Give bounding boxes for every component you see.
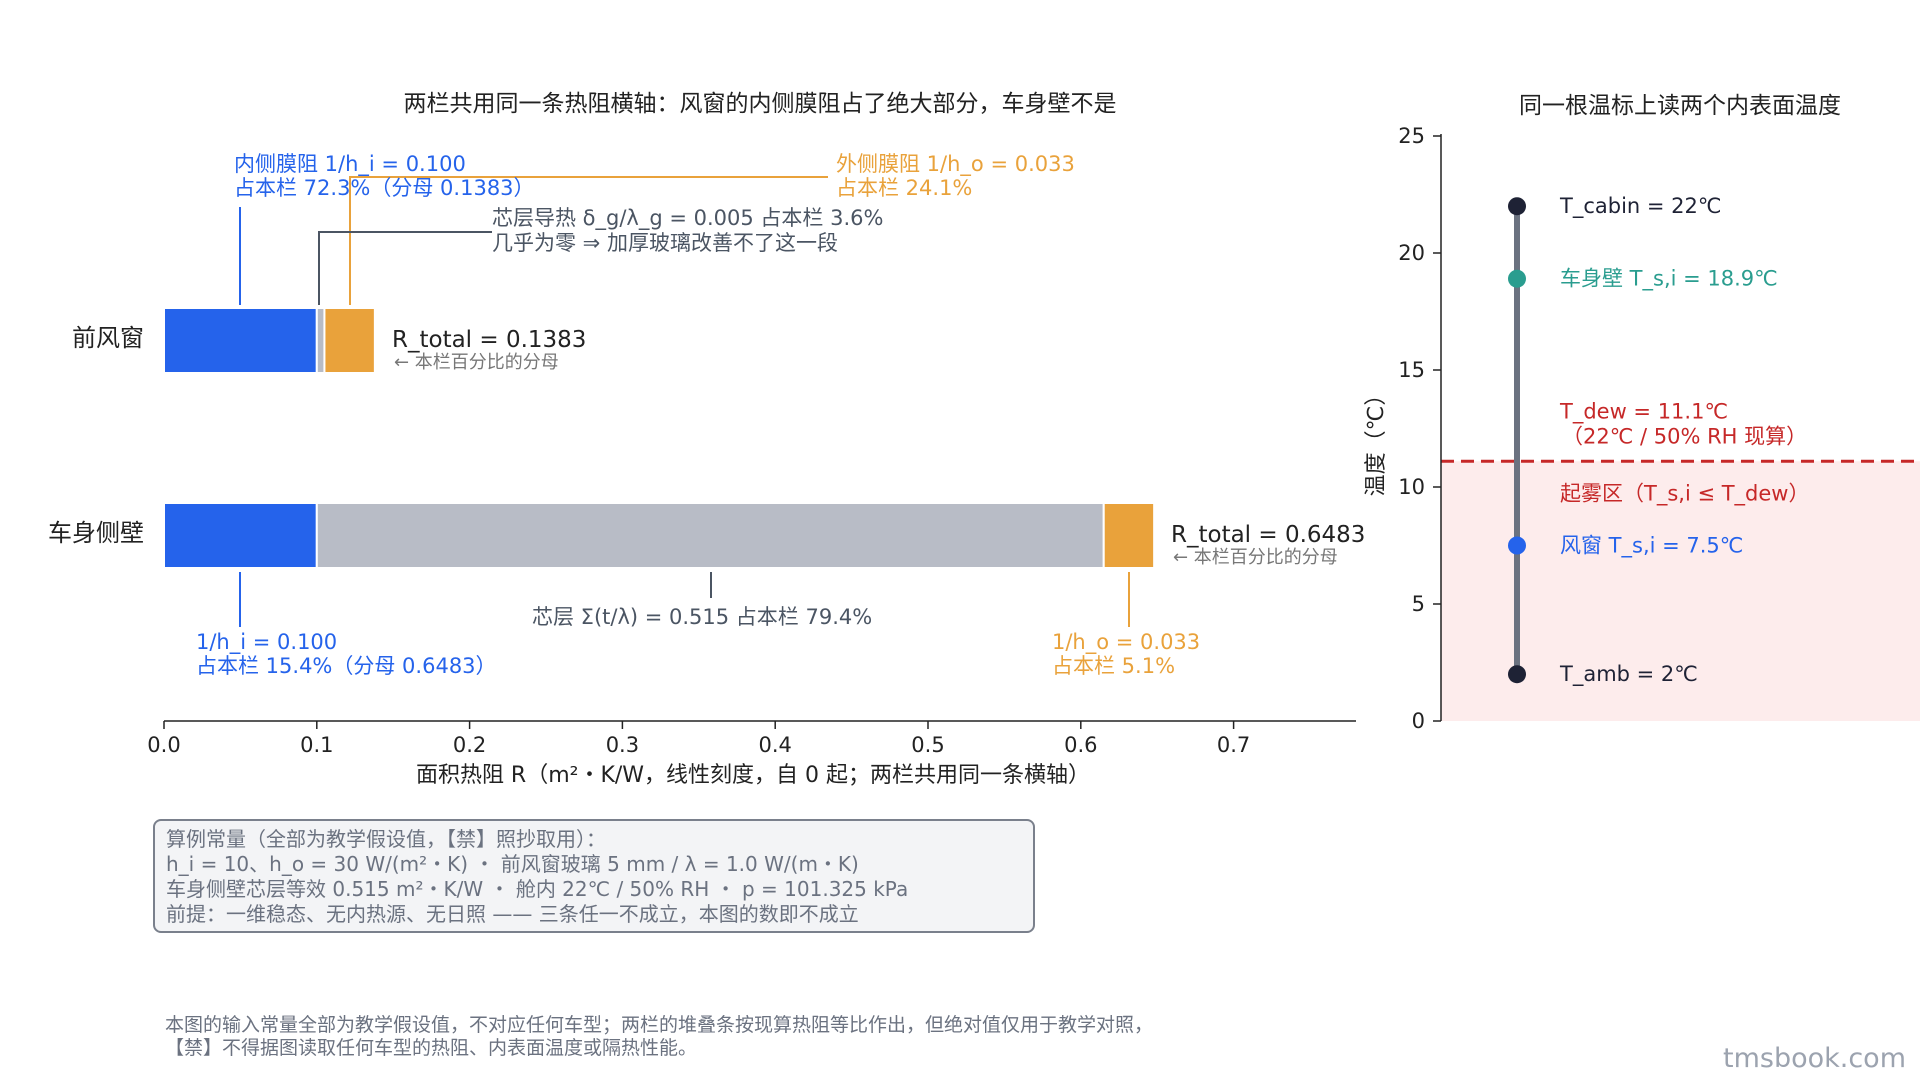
- footnote: 本图的输入常量全部为教学假设值，不对应任何车型；两栏的堆叠条按现算热阻等比作出，…: [165, 1014, 1153, 1060]
- y-tick-label: 10: [1398, 475, 1425, 499]
- annotation-wall-core: 芯层 Σ(t/λ) = 0.515 占本栏 79.4%: [532, 605, 872, 629]
- y-tick-label: 5: [1412, 592, 1425, 616]
- bar-segment-core: [315, 307, 326, 374]
- left-chart-title: 两栏共用同一条热阻横轴：风窗的内侧膜阻占了绝大部分，车身壁不是: [404, 91, 1117, 117]
- category-label-body-wall: 车身侧壁: [48, 519, 144, 547]
- annotation-windshield-core-1: 芯层导热 δ_g/λ_g = 0.005 占本栏 3.6%: [492, 206, 883, 231]
- annotation-windshield-core-2: 几乎为零 ⇒ 加厚玻璃改善不了这一段: [492, 231, 838, 255]
- temperature-point-label: 车身壁 T_s,i = 18.9℃: [1560, 267, 1778, 292]
- bar-segment-outer-film: [323, 307, 376, 374]
- annotation-windshield-inner-1: 内侧膜阻 1/h_i = 0.100: [234, 152, 466, 177]
- x-tick-label: 0.7: [1217, 733, 1250, 757]
- footnote-line: 【禁】不得据图读取任何车型的热阻、内表面温度或隔热性能。: [165, 1037, 698, 1059]
- fog-zone-label: 起雾区（T_s,i ≤ T_dew）: [1560, 481, 1809, 506]
- constants-box: 算例常量（全部为教学假设值，【禁】照抄取用）： h_i = 10、h_o = 3…: [153, 819, 1035, 933]
- total-label-body-wall: R_total = 0.6483: [1171, 522, 1365, 548]
- total-note-body-wall: ← 本栏百分比的分母: [1173, 547, 1338, 568]
- bar-segment-core: [315, 502, 1105, 569]
- temperature-scale-chart: 同一根温标上读两个内表面温度 0 5 10 15 20 25 温度（℃） T_cabin …: [1364, 93, 1920, 733]
- annotation-wall-inner-2: 占本栏 15.4%（分母 0.6483）: [196, 654, 497, 678]
- annotation-wall-inner-1: 1/h_i = 0.100: [196, 630, 337, 655]
- annotation-wall-outer-1: 1/h_o = 0.033: [1052, 630, 1200, 655]
- dew-point-label: T_dew = 11.1℃: [1559, 399, 1728, 424]
- right-chart-title: 同一根温标上读两个内表面温度: [1519, 93, 1841, 119]
- x-tick-label: 0.2: [453, 733, 486, 757]
- annotation-wall-outer-2: 占本栏 5.1%: [1052, 654, 1175, 678]
- total-label-windshield: R_total = 0.1383: [392, 327, 586, 353]
- total-note-windshield: ← 本栏百分比的分母: [394, 352, 559, 373]
- temperature-points: T_cabin = 22℃ 车身壁 T_s,i = 18.9℃ 风窗 T_s,i =…: [1508, 194, 1778, 687]
- x-tick-label: 0.3: [606, 733, 639, 757]
- category-label-windshield: 前风窗: [72, 324, 144, 352]
- y-axis-label: 温度（℃）: [1364, 384, 1389, 497]
- x-tick-label: 0.5: [911, 733, 944, 757]
- x-tick-label: 0.4: [758, 733, 791, 757]
- x-axis-label: 面积热阻 R（m²・K/W，线性刻度，自 0 起；两栏共用同一条横轴）: [416, 763, 1090, 788]
- temperature-point: [1508, 665, 1526, 684]
- x-axis-ticks: 0.0 0.1 0.2 0.3 0.4 0.5 0.6 0.7: [147, 721, 1250, 757]
- y-tick-label: 25: [1398, 124, 1425, 148]
- y-tick-label: 0: [1412, 709, 1425, 733]
- dew-point-condition: （22℃ / 50% RH 现算）: [1562, 424, 1807, 448]
- bar-segment-outer-film: [1102, 502, 1156, 569]
- y-axis-ticks: 0 5 10 15 20 25: [1398, 124, 1441, 733]
- bar-segment-inner-film: [163, 307, 318, 374]
- constants-line: h_i = 10、h_o = 30 W/(m²・K) ・ 前风窗玻璃 5 mm …: [166, 852, 859, 876]
- annotation-windshield-inner-2: 占本栏 72.3%（分母 0.1383）: [234, 176, 535, 200]
- x-tick-label: 0.0: [147, 733, 180, 757]
- x-tick-label: 0.1: [300, 733, 333, 757]
- temperature-point: [1508, 197, 1526, 216]
- y-tick-label: 15: [1398, 358, 1425, 382]
- watermark: tmsbook.com: [1722, 1043, 1906, 1074]
- x-tick-label: 0.6: [1064, 733, 1097, 757]
- stacked-bars: [163, 307, 1156, 569]
- temperature-point-label: 风窗 T_s,i = 7.5℃: [1560, 534, 1743, 559]
- temperature-point: [1508, 269, 1526, 288]
- annotation-windshield-outer-2: 占本栏 24.1%: [836, 176, 972, 200]
- constants-line: 算例常量（全部为教学假设值，【禁】照抄取用）：: [166, 827, 606, 851]
- constants-line: 前提：一维稳态、无内热源、无日照 —— 三条任一不成立，本图的数即不成立: [166, 902, 859, 926]
- temperature-point: [1508, 536, 1526, 555]
- annotation-windshield-outer-1: 外侧膜阻 1/h_o = 0.033: [836, 152, 1075, 177]
- y-tick-label: 20: [1398, 241, 1425, 265]
- leader-lines: [239, 176, 1130, 627]
- leader-windshield-core: [318, 231, 492, 305]
- footnote-line: 本图的输入常量全部为教学假设值，不对应任何车型；两栏的堆叠条按现算热阻等比作出，…: [165, 1014, 1154, 1036]
- temperature-point-label: T_amb = 2℃: [1559, 662, 1698, 687]
- temperature-point-label: T_cabin = 22℃: [1559, 194, 1721, 219]
- thermal-resistance-chart: 两栏共用同一条热阻横轴：风窗的内侧膜阻占了绝大部分，车身壁不是 前风窗 车身侧壁…: [48, 91, 1365, 788]
- constants-line: 车身侧壁芯层等效 0.515 m²・K/W ・ 舱内 22℃ / 50% RH …: [166, 877, 909, 901]
- leader-windshield-outer: [349, 176, 828, 305]
- bar-segment-inner-film: [163, 502, 318, 569]
